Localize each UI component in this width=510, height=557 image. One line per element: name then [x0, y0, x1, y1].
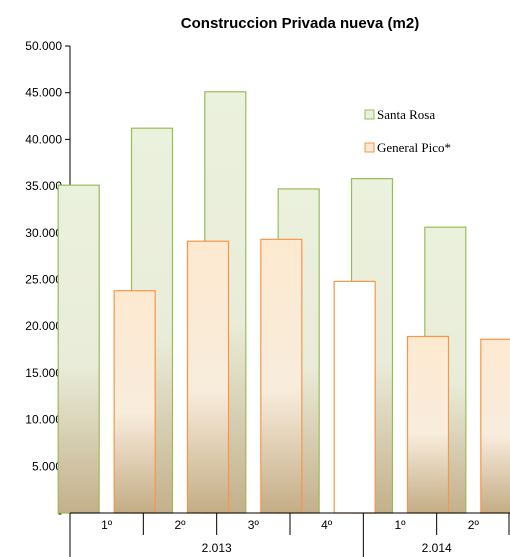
- y-tick-label: 45.000: [25, 86, 62, 100]
- legend-swatch-general-pico: [364, 142, 375, 153]
- x-tick-label: 2º: [468, 518, 480, 532]
- bar-santa-rosa-0: [57, 184, 100, 514]
- legend-swatch-santa-rosa: [364, 109, 375, 120]
- y-tick-label: 35.000: [25, 179, 62, 193]
- x-tick-label: 1º: [101, 518, 113, 532]
- x-tick-label: 1º: [394, 518, 406, 532]
- bar-general-pico-1: [186, 240, 230, 514]
- y-tick-label: 10.000: [25, 413, 62, 427]
- x-tick-label: 3º: [248, 518, 260, 532]
- x-tick-label: 2º: [174, 518, 186, 532]
- legend: Santa Rosa General Pico*: [364, 107, 451, 155]
- y-tick-label: 50.000: [25, 39, 62, 53]
- x-group-label: 2.013: [202, 541, 232, 555]
- x-axis: 1º 2º 3º 4º 1º 2º 2.013 2.014: [69, 512, 510, 557]
- y-tick-label: 40.000: [25, 132, 62, 146]
- x-tick-label: 4º: [321, 518, 333, 532]
- legend-label-general-pico: General Pico*: [377, 140, 451, 155]
- bar-general-pico-4: [406, 335, 450, 514]
- bar-general-pico-2: [260, 238, 303, 514]
- bar-general-pico-5: [480, 338, 510, 514]
- y-tick-label: 15.000: [25, 366, 62, 380]
- y-tick-label: 30.000: [25, 226, 62, 240]
- bar-general-pico-0: [113, 290, 156, 514]
- bars: [57, 91, 510, 514]
- x-group-label: 2.014: [422, 541, 452, 555]
- y-axis: -5.00010.00015.00020.00025.00030.00035.0…: [25, 39, 71, 520]
- chart-title: Construccion Privada nueva (m2): [181, 15, 419, 32]
- legend-label-santa-rosa: Santa Rosa: [377, 107, 435, 122]
- bar-general-pico-3: [333, 280, 376, 514]
- y-tick-label: 5.000: [32, 459, 62, 473]
- y-tick-label: 20.000: [25, 319, 62, 333]
- y-tick-label: 25.000: [25, 273, 62, 287]
